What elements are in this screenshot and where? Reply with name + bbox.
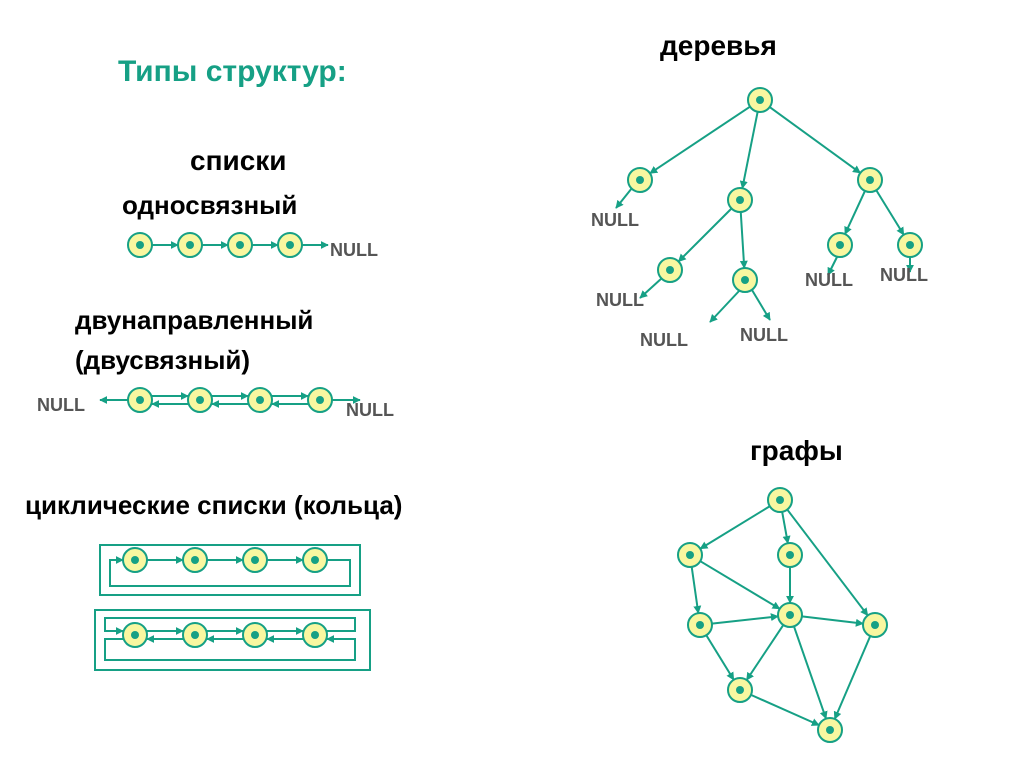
singly-heading: односвязный xyxy=(122,190,297,221)
diagram-svg xyxy=(0,0,1024,767)
null-label: NULL xyxy=(37,395,85,416)
null-label: NULL xyxy=(330,240,378,261)
trees-heading: деревья xyxy=(660,30,777,62)
null-label: NULL xyxy=(805,270,853,291)
null-label: NULL xyxy=(596,290,644,311)
null-label: NULL xyxy=(740,325,788,346)
cyclic-heading: циклические списки (кольца) xyxy=(25,490,402,521)
doubly-heading-1: двунаправленный xyxy=(75,305,313,336)
null-label: NULL xyxy=(591,210,639,231)
null-label: NULL xyxy=(346,400,394,421)
null-label: NULL xyxy=(640,330,688,351)
null-label: NULL xyxy=(880,265,928,286)
graphs-heading: графы xyxy=(750,435,843,467)
lists-heading: списки xyxy=(190,145,287,177)
title: Типы структур: xyxy=(118,55,347,89)
doubly-heading-2: (двусвязный) xyxy=(75,345,250,376)
